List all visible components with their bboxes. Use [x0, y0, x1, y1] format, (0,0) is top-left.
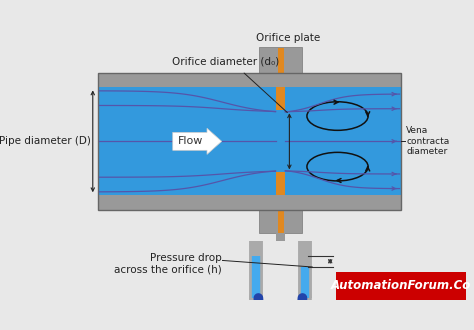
Bar — [336, 272, 466, 300]
Bar — [276, 233, 285, 241]
Text: AutomationForum.Co: AutomationForum.Co — [331, 279, 471, 292]
Bar — [98, 73, 401, 87]
FancyArrow shape — [173, 128, 222, 154]
Bar — [278, 210, 283, 233]
Bar — [278, 48, 283, 75]
Bar — [276, 87, 285, 110]
Text: Pipe diameter (D): Pipe diameter (D) — [0, 136, 91, 146]
Bar — [276, 63, 285, 75]
Bar — [98, 195, 401, 210]
FancyBboxPatch shape — [83, 30, 470, 300]
Bar — [98, 87, 401, 195]
Text: Pressure drop
across the orifice (h): Pressure drop across the orifice (h) — [114, 253, 222, 275]
Text: Flow: Flow — [178, 136, 203, 146]
Text: Orifice plate: Orifice plate — [256, 33, 321, 44]
Text: Orifice diameter (d₀): Orifice diameter (d₀) — [172, 56, 279, 66]
Bar — [98, 73, 401, 210]
Bar — [259, 210, 301, 233]
Bar — [276, 172, 285, 195]
Bar — [259, 47, 301, 73]
Text: Vena
contracta
diameter: Vena contracta diameter — [406, 126, 449, 156]
